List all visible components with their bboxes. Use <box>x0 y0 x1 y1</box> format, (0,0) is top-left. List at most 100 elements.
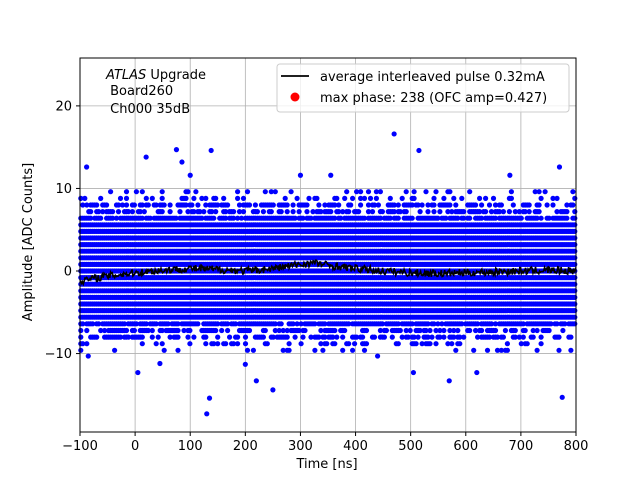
sample-point <box>358 202 364 208</box>
sample-point <box>467 189 473 195</box>
sample-point <box>84 327 90 334</box>
sample-point <box>288 189 294 195</box>
sample-point <box>175 334 181 340</box>
sample-point <box>411 195 417 201</box>
sample-point <box>181 327 187 334</box>
x-tick-label: 300 <box>288 439 313 454</box>
sample-point <box>159 327 165 334</box>
outlier-point <box>297 172 304 178</box>
sample-point <box>332 341 338 347</box>
sample-point <box>375 202 381 208</box>
sample-point <box>403 327 409 334</box>
sample-point <box>203 334 209 340</box>
sample-point <box>556 334 562 340</box>
sample-point <box>88 209 94 215</box>
sample-point <box>572 288 578 294</box>
sample-point <box>250 347 256 353</box>
sample-point <box>203 195 209 201</box>
sample-point <box>467 327 473 334</box>
sample-point <box>312 347 318 353</box>
sample-point <box>564 215 570 221</box>
sample-point <box>322 321 328 327</box>
sample-point <box>161 347 167 353</box>
sample-point <box>427 341 433 347</box>
sample-point <box>187 327 193 334</box>
sample-point <box>522 327 528 334</box>
sample-point <box>112 347 118 353</box>
sample-point <box>336 202 342 208</box>
sample-point <box>98 195 104 201</box>
sample-point <box>572 222 578 228</box>
sample-point <box>133 189 139 195</box>
sample-point <box>568 347 574 353</box>
outlier-point <box>157 360 163 367</box>
sample-point <box>433 189 439 195</box>
sample-point <box>492 327 499 334</box>
sample-point <box>270 334 276 340</box>
sample-point <box>520 321 526 327</box>
sample-point <box>334 334 340 340</box>
sample-point <box>344 189 350 195</box>
sample-point <box>419 202 425 208</box>
sample-point <box>123 327 130 334</box>
sample-point <box>457 334 463 340</box>
sample-point <box>292 334 298 340</box>
sample-point <box>451 195 457 201</box>
sample-point <box>570 189 576 195</box>
sample-point <box>233 321 239 327</box>
sample-point <box>498 347 504 353</box>
sample-point <box>360 334 366 340</box>
sample-point <box>397 327 403 334</box>
sample-point <box>405 334 411 340</box>
sample-point <box>546 327 552 334</box>
x-tick-label: 700 <box>508 439 533 454</box>
sample-point <box>548 321 554 327</box>
sample-point <box>453 202 459 208</box>
sample-point <box>572 275 578 281</box>
sample-point <box>441 327 447 334</box>
sample-point <box>427 327 433 334</box>
sample-point <box>242 341 249 347</box>
sample-point <box>479 202 485 208</box>
sample-point <box>530 327 536 334</box>
sample-point <box>441 334 447 340</box>
sample-point <box>278 209 284 215</box>
sample-point <box>131 327 137 334</box>
sample-point <box>486 334 493 340</box>
sample-point <box>572 294 578 300</box>
sample-point <box>433 327 439 334</box>
sample-point <box>449 341 455 347</box>
sample-point <box>195 202 201 208</box>
sample-point <box>431 202 437 208</box>
sample-point <box>290 209 296 215</box>
sample-point <box>526 202 532 208</box>
x-tick-label: 400 <box>343 439 368 454</box>
sample-point <box>268 209 274 215</box>
sample-point <box>518 215 524 221</box>
sample-point <box>502 327 508 334</box>
sample-point <box>484 347 491 353</box>
outlier-point <box>507 172 513 178</box>
sample-point <box>213 195 219 201</box>
sample-point <box>282 195 288 201</box>
outlier-point <box>208 147 214 154</box>
sample-point <box>123 189 130 195</box>
sample-point <box>373 195 379 201</box>
sample-point <box>367 195 374 201</box>
sample-point <box>504 347 510 353</box>
outlier-point <box>270 387 276 393</box>
sample-point <box>90 321 96 327</box>
sample-point <box>139 334 145 340</box>
sample-point <box>409 215 415 221</box>
sample-point <box>175 327 181 334</box>
sample-point <box>254 209 260 215</box>
sample-point <box>403 209 409 215</box>
outlier-point <box>84 164 90 170</box>
sample-point <box>572 248 578 254</box>
outlier-point <box>85 353 91 359</box>
sample-point <box>314 195 320 201</box>
annotation-upgrade: Upgrade <box>146 68 206 83</box>
sample-point <box>332 327 338 334</box>
sample-point <box>143 195 149 201</box>
sample-point <box>272 321 278 327</box>
